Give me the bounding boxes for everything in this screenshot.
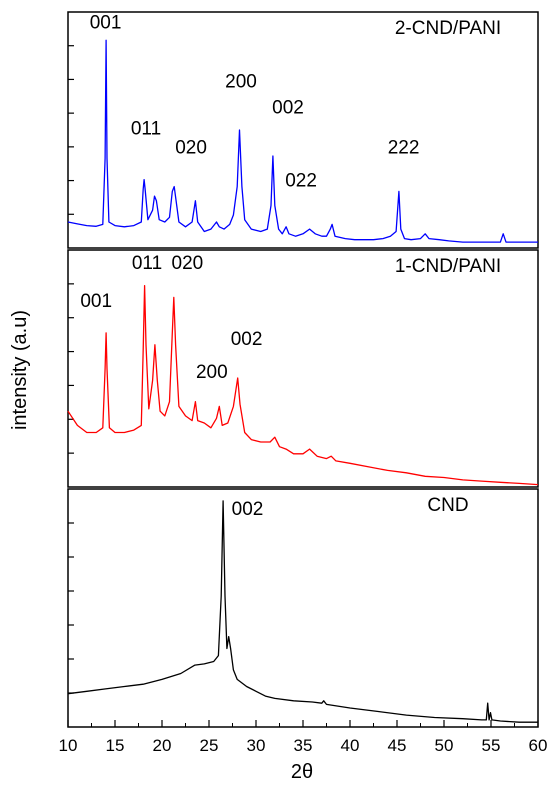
peak-label: 020 — [175, 138, 207, 159]
peak-label: 002 — [272, 98, 304, 119]
x-tick-label: 50 — [435, 736, 454, 755]
peak-label: 002 — [232, 499, 264, 520]
x-tick-label: 25 — [200, 736, 219, 755]
peak-label: 222 — [388, 138, 420, 159]
series-line-2 — [67, 500, 538, 723]
peak-label: 001 — [80, 291, 112, 312]
panel-frame — [67, 249, 539, 488]
peak-label: 022 — [285, 171, 317, 192]
peak-label: 200 — [196, 362, 228, 383]
panel-2: CND 002 — [67, 488, 539, 728]
panel-frame — [67, 11, 539, 249]
peak-label: 011 — [131, 119, 161, 140]
panel-0: 2-CND/PANI 001 011 020 200 002 022 222 — [67, 11, 539, 249]
peak-label: 002 — [231, 329, 263, 350]
peak-label: 011 — [132, 253, 162, 274]
peak-label: 200 — [225, 72, 257, 93]
panel-name-label: 2-CND/PANI — [395, 18, 501, 39]
x-tick-label: 15 — [106, 736, 125, 755]
x-tick-label: 10 — [59, 736, 78, 755]
x-tick-label: 55 — [482, 736, 501, 755]
panel-name-label: CND — [427, 495, 468, 516]
x-tick-label: 30 — [247, 736, 266, 755]
series-line-1 — [67, 284, 539, 486]
x-tick-label: 35 — [294, 736, 313, 755]
peak-label: 020 — [172, 253, 204, 274]
x-tick-label: 40 — [341, 736, 360, 755]
panels-layer: 2-CND/PANI0010110202000020222221-CND/PAN… — [67, 11, 539, 728]
panel-frame — [67, 488, 539, 728]
y-axis-label: intensity (a.u) — [9, 310, 31, 430]
peak-label: 001 — [90, 13, 122, 34]
series-line-0 — [67, 39, 538, 243]
x-axis: 10 15 20 25 30 35 40 45 50 55 60 — [59, 720, 548, 755]
panel-name-label: 1-CND/PANI — [395, 256, 501, 277]
x-tick-label: 20 — [153, 736, 172, 755]
x-tick-label: 60 — [529, 736, 548, 755]
x-axis-label: 2θ — [291, 761, 313, 783]
x-tick-label: 45 — [388, 736, 407, 755]
